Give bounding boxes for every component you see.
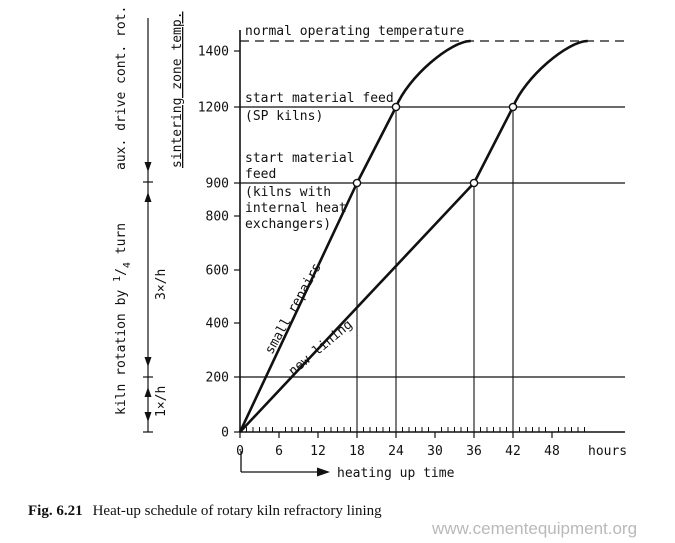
y-tick-label: 200 [206, 371, 229, 386]
side-brackets [143, 18, 153, 433]
x-minor-ticks [246, 427, 585, 432]
x-tick-label: 48 [544, 444, 560, 459]
time-arrow-head [317, 467, 330, 477]
x-tick-label: 18 [349, 444, 365, 459]
y-tick-label: 600 [206, 264, 229, 279]
y-tick-label: 900 [206, 177, 229, 192]
feed-start-marker [508, 102, 518, 112]
y-tick-label: 1400 [198, 45, 229, 60]
y-tick-label: 400 [206, 317, 229, 332]
figure-caption: Fig. 6.21 Heat-up schedule of rotary kiln… [28, 503, 382, 520]
x-tick-label: 30 [427, 444, 443, 459]
feed-start-marker [391, 102, 401, 112]
x-tick-label: 6 [275, 444, 283, 459]
feed-start-marker [352, 178, 362, 188]
annotation-operating-temp: normal operating temperature [245, 24, 464, 39]
watermark: www.cementequipment.org [432, 519, 638, 538]
x-unit-label: hours [588, 444, 627, 459]
feed-start-marker [469, 178, 479, 188]
label-3-per-hour: 3×/h [154, 269, 169, 300]
figure-caption-text: Heat-up schedule of rotary kiln refracto… [92, 503, 382, 519]
series-label-new-lining: new lining [286, 317, 356, 379]
y-ticks: 0 200 400 600 800 900 1200 1400 [198, 45, 240, 441]
label-kiln-rotation: kiln rotation by 1/4 turn [112, 223, 133, 415]
x-tick-label: 12 [310, 444, 326, 459]
y-tick-label: 800 [206, 210, 229, 225]
y-tick-label: 1200 [198, 101, 229, 116]
x-tick-label: 24 [388, 444, 404, 459]
x-tick-label: 36 [466, 444, 482, 459]
x-tick-label: 42 [505, 444, 521, 459]
label-1-per-hour: 1×/h [154, 386, 169, 417]
feed-start-markers [352, 102, 518, 188]
label-aux-drive: aux. drive cont. rot. [114, 6, 129, 170]
label-sintering-zone-temp: sintering zone temp. [170, 11, 185, 168]
x-ticks: 0 6 12 18 24 30 36 42 48 [236, 432, 560, 459]
x-tick-label: 0 [236, 444, 244, 459]
gridlines [240, 40, 625, 378]
annotation-internal-heat: start material feed (kilns with internal… [245, 151, 362, 232]
annotation-sp-kilns: start material feed (SP kilns) [245, 91, 402, 124]
x-axis-label: heating up time [337, 466, 455, 481]
bracket-arrowheads [144, 162, 152, 422]
y-tick-label: 0 [221, 426, 229, 441]
marker-droplines [356, 107, 514, 432]
figure-number: Fig. 6.21 [28, 503, 83, 519]
